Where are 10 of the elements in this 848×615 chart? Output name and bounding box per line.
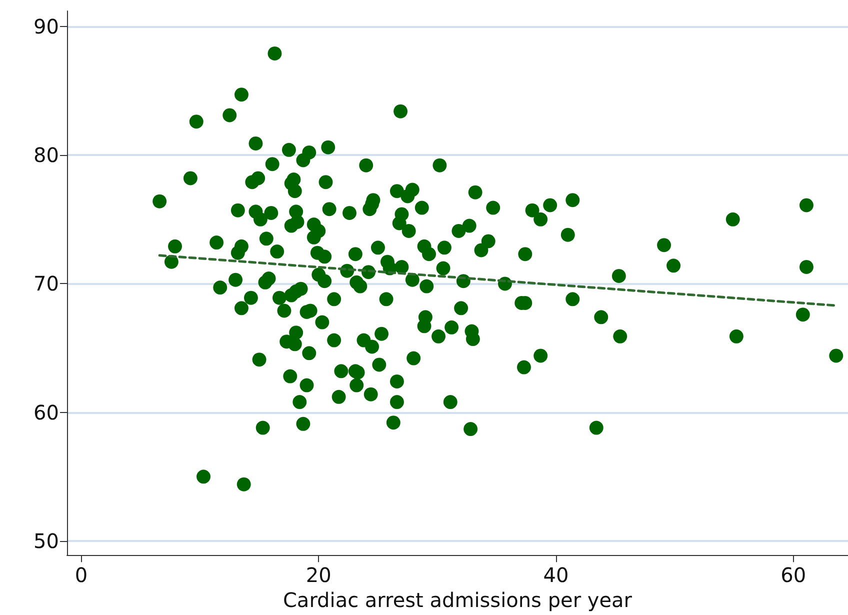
x-tick-label: 60 xyxy=(780,563,806,588)
y-tick-label: 60 xyxy=(34,400,59,424)
x-axis-title: Cardiac arrest admissions per year xyxy=(282,588,633,612)
y-tick-label: 90 xyxy=(34,14,59,38)
y-tick-label: 80 xyxy=(34,143,59,168)
x-tick-label: 0 xyxy=(74,563,88,588)
y-tick-label: 70 xyxy=(34,272,59,296)
x-tick-label: 20 xyxy=(306,563,332,588)
y-tick-label: 50 xyxy=(34,528,59,553)
x-tick-label: 40 xyxy=(543,563,569,588)
